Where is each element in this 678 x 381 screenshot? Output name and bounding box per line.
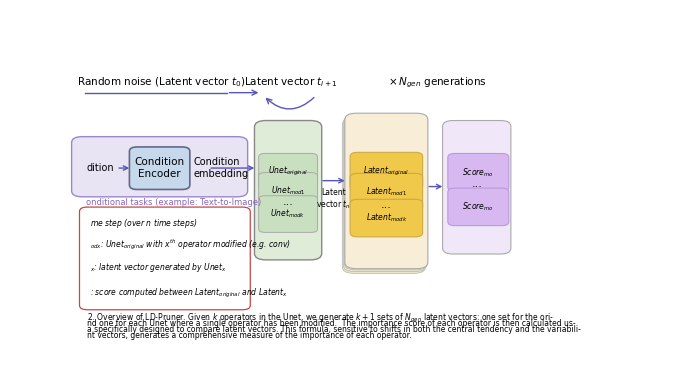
Text: Condition
Encoder: Condition Encoder	[134, 157, 184, 179]
FancyBboxPatch shape	[344, 114, 427, 270]
Text: $Unet_{modk}$: $Unet_{modk}$	[271, 208, 306, 220]
Text: : score computed between $Latent_{original}$ and $Latent_x$: : score computed between $Latent_{origin…	[90, 287, 288, 300]
Text: $_{odx}$: $Unet_{original}$ with $x^{th}$ operator modified (e.g. conv): $_{odx}$: $Unet_{original}$ with $x^{th}…	[90, 238, 291, 253]
FancyBboxPatch shape	[72, 137, 247, 197]
FancyBboxPatch shape	[342, 118, 425, 274]
FancyBboxPatch shape	[254, 120, 322, 260]
Text: $Score_{mo}$: $Score_{mo}$	[462, 201, 494, 213]
FancyBboxPatch shape	[345, 113, 428, 269]
Text: $Unet_{mod1}$: $Unet_{mod1}$	[271, 185, 306, 197]
Text: $Score_{mo}$: $Score_{mo}$	[462, 166, 494, 179]
Text: $Latent_{mod1}$: $Latent_{mod1}$	[366, 186, 407, 199]
Text: $Unet_{original}$: $Unet_{original}$	[268, 165, 308, 178]
FancyBboxPatch shape	[343, 116, 426, 272]
FancyBboxPatch shape	[350, 199, 422, 237]
Text: Latent
vector $t_n$: Latent vector $t_n$	[317, 188, 351, 211]
Text: Random noise (Latent vector $t_0$): Random noise (Latent vector $t_0$)	[77, 75, 245, 89]
FancyBboxPatch shape	[259, 196, 317, 232]
Text: ...: ...	[381, 200, 392, 210]
FancyBboxPatch shape	[259, 173, 317, 209]
Text: onditional tasks (example: Text-to-Image): onditional tasks (example: Text-to-Image…	[86, 198, 262, 207]
Text: $_x$: latent vector generated by $Unet_x$: $_x$: latent vector generated by $Unet_x…	[90, 261, 226, 274]
Text: $Latent_{original}$: $Latent_{original}$	[363, 165, 410, 178]
Text: nd one for each Unet where a single operator has been modified.  The importance : nd one for each Unet where a single oper…	[87, 319, 576, 328]
Text: $\times\,N_{gen}$ generations: $\times\,N_{gen}$ generations	[388, 75, 487, 90]
FancyBboxPatch shape	[129, 147, 190, 189]
Text: Latent vector $t_{i+1}$: Latent vector $t_{i+1}$	[244, 75, 338, 89]
FancyBboxPatch shape	[79, 207, 250, 310]
FancyBboxPatch shape	[259, 154, 317, 190]
Text: $Latent_{modk}$: $Latent_{modk}$	[365, 212, 407, 224]
FancyBboxPatch shape	[350, 173, 422, 211]
Text: 2. Overview of LD-Pruner. Given $k$ operators in the Unet, we generate $k + 1$ s: 2. Overview of LD-Pruner. Given $k$ oper…	[87, 312, 554, 325]
Text: me step (over $n$ time steps): me step (over $n$ time steps)	[90, 217, 197, 230]
Text: Condition
embedding: Condition embedding	[193, 157, 249, 179]
Text: dition: dition	[86, 163, 114, 173]
FancyBboxPatch shape	[443, 120, 511, 254]
Text: ...: ...	[471, 179, 482, 189]
FancyBboxPatch shape	[350, 152, 422, 190]
Text: a specifically designed to compare latent vectors. This formula, sensitive to sh: a specifically designed to compare laten…	[87, 325, 581, 334]
Text: nt vectors, generates a comprehensive measure of the importance of each operator: nt vectors, generates a comprehensive me…	[87, 331, 412, 341]
FancyBboxPatch shape	[448, 154, 508, 191]
Text: ...: ...	[283, 197, 294, 207]
FancyBboxPatch shape	[448, 188, 508, 226]
